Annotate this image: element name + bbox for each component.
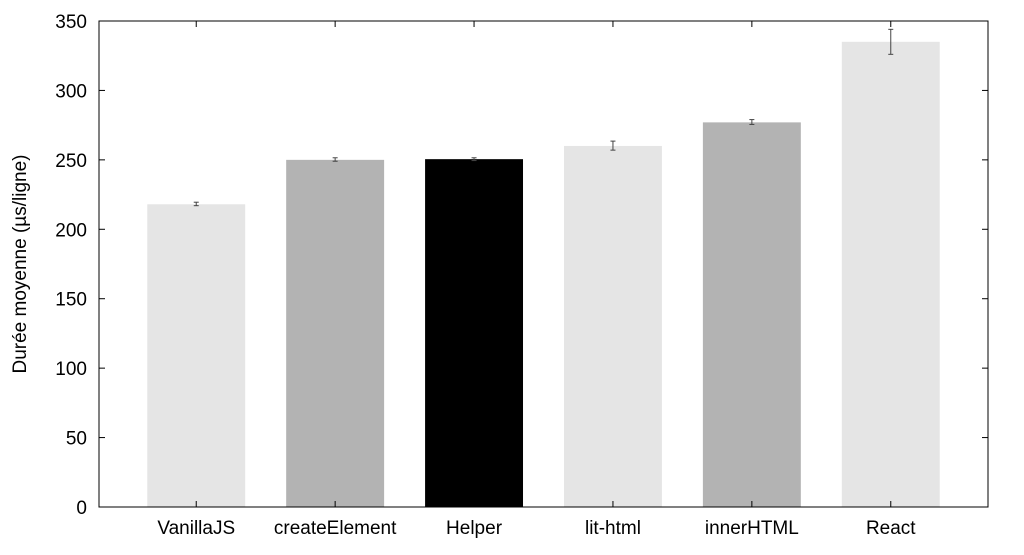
error-bar-react xyxy=(888,28,894,55)
bars-layer xyxy=(147,41,940,508)
y-tick-label: 0 xyxy=(76,498,87,519)
bar-react xyxy=(841,41,940,507)
x-tick-label: createElement xyxy=(274,518,397,539)
error-bar-vanillajs xyxy=(193,201,199,207)
error-bar-createelement xyxy=(332,157,338,162)
bar-vanillajs xyxy=(147,204,246,508)
y-axis-title: Durée moyenne (µs/ligne) xyxy=(10,155,31,374)
x-tick-label: lit-html xyxy=(585,518,641,539)
plot-frame xyxy=(98,20,989,508)
y-tick-label: 50 xyxy=(66,429,87,450)
y-tick-label: 150 xyxy=(55,290,87,311)
bar-innerhtml xyxy=(702,122,801,508)
error-bar-innerhtml xyxy=(749,119,755,125)
y-tick-label: 100 xyxy=(55,359,87,380)
y-axis-ticks: 0 50 100 150 200 250 300 350 xyxy=(55,12,988,519)
error-bars-layer xyxy=(193,28,894,207)
y-tick-label: 200 xyxy=(55,220,87,241)
bar-lit-html xyxy=(563,145,662,507)
x-tick-label: innerHTML xyxy=(705,518,799,539)
x-tick-label: Helper xyxy=(446,518,503,539)
y-tick-label: 350 xyxy=(55,12,87,33)
error-bar-lit-html xyxy=(610,140,616,151)
y-tick-label: 250 xyxy=(55,151,87,172)
x-tick-label: VanillaJS xyxy=(157,518,235,539)
y-tick-label: 300 xyxy=(55,81,87,102)
x-tick-label: React xyxy=(866,518,916,539)
bar-helper xyxy=(425,159,524,507)
error-bar-helper xyxy=(471,157,477,162)
bar-createelement xyxy=(286,159,385,508)
x-axis-ticks: VanillaJS createElement Helper lit-html inne… xyxy=(157,21,916,539)
